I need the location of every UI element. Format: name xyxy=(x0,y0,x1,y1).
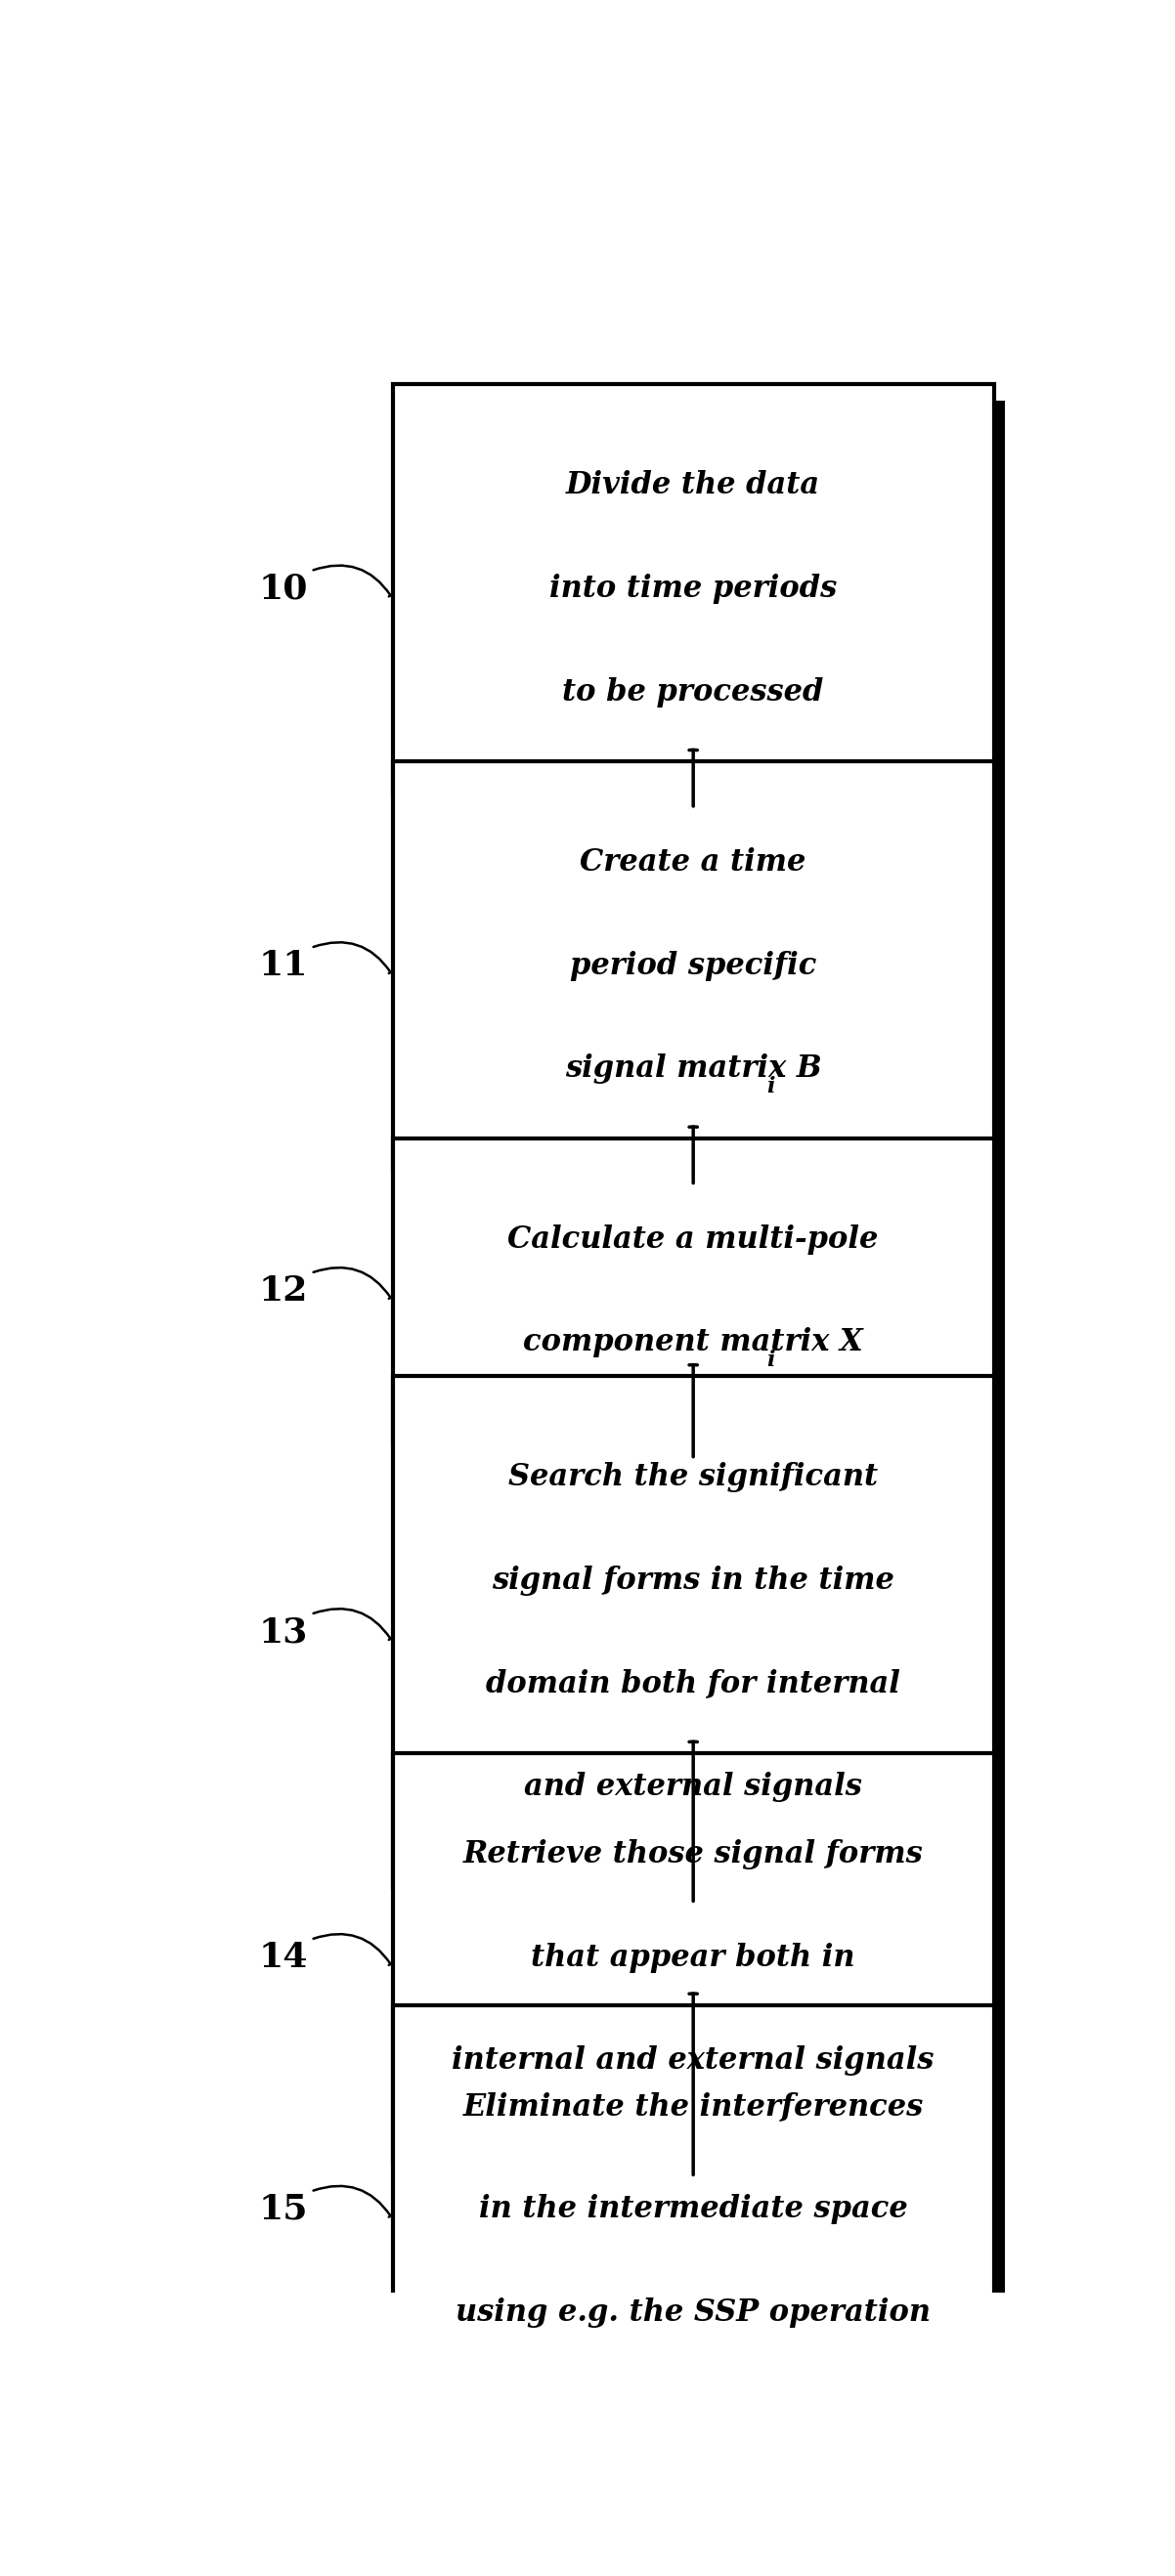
Bar xyxy=(404,2022,1005,2429)
Text: period specific: period specific xyxy=(570,951,817,981)
Bar xyxy=(392,1754,994,2161)
Bar xyxy=(404,1770,1005,2177)
Text: Retrieve those signal forms: Retrieve those signal forms xyxy=(463,1839,924,1870)
Text: and external signals: and external signals xyxy=(524,1772,862,1803)
Text: component matrix X: component matrix X xyxy=(523,1327,864,1358)
Bar xyxy=(404,778,1005,1185)
Text: signal forms in the time: signal forms in the time xyxy=(492,1566,894,1595)
Text: i: i xyxy=(766,1077,774,1097)
Text: signal matrix B: signal matrix B xyxy=(565,1054,821,1084)
Text: to be processed: to be processed xyxy=(563,677,824,706)
Bar xyxy=(392,384,994,793)
Text: 15: 15 xyxy=(258,2192,308,2226)
Text: that appear both in: that appear both in xyxy=(531,1942,855,1973)
Text: Search the significant: Search the significant xyxy=(509,1463,878,1492)
Bar xyxy=(404,399,1005,809)
Text: domain both for internal: domain both for internal xyxy=(486,1669,900,1698)
Bar xyxy=(404,1391,1005,1904)
Text: in the intermediate space: in the intermediate space xyxy=(478,2195,908,2226)
Bar xyxy=(392,1139,994,1443)
Text: Divide the data: Divide the data xyxy=(566,471,820,500)
Bar xyxy=(404,1154,1005,1461)
Text: 12: 12 xyxy=(258,1275,308,1309)
Text: into time periods: into time periods xyxy=(550,574,837,603)
Text: using e.g. the SSP operation: using e.g. the SSP operation xyxy=(456,2298,931,2329)
Text: Create a time: Create a time xyxy=(580,848,806,878)
Text: 10: 10 xyxy=(258,572,308,605)
Bar xyxy=(392,1376,994,1888)
Text: 14: 14 xyxy=(258,1940,308,1973)
Text: Eliminate the interferences: Eliminate the interferences xyxy=(463,2092,924,2123)
Text: i: i xyxy=(766,1350,774,1370)
Bar xyxy=(392,2004,994,2414)
Text: Calculate a multi-pole: Calculate a multi-pole xyxy=(508,1224,879,1255)
Text: internal and external signals: internal and external signals xyxy=(452,2045,934,2076)
Text: 13: 13 xyxy=(258,1615,308,1649)
Text: 11: 11 xyxy=(258,948,308,981)
Bar xyxy=(392,762,994,1170)
